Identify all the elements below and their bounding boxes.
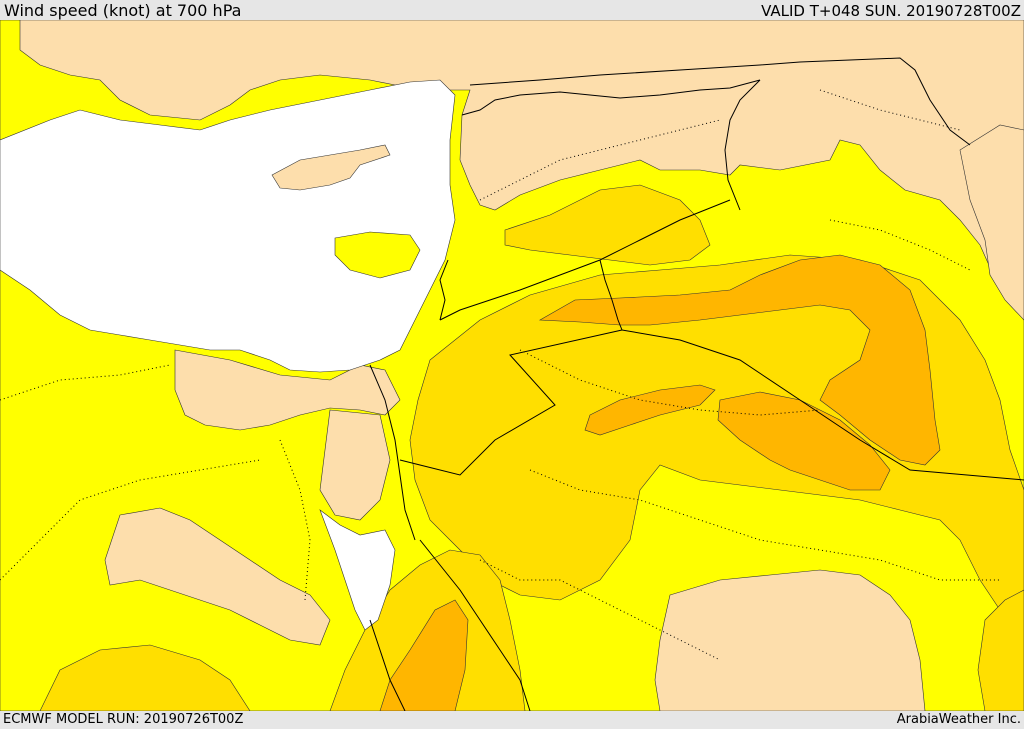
calm-area-sinai — [319, 409, 391, 521]
weather-map — [0, 20, 1024, 711]
calm-area-saudi-south — [654, 569, 926, 711]
top-bar: Wind speed (knot) at 700 hPa VALID T+048… — [0, 0, 1024, 20]
wind-band-orange-east — [717, 391, 891, 491]
model-run: ECMWF MODEL RUN: 20190726T00Z — [3, 712, 244, 727]
map-title: Wind speed (knot) at 700 hPa — [4, 1, 242, 20]
calm-area-iran — [959, 124, 1024, 321]
bottom-bar: ECMWF MODEL RUN: 20190726T00Z ArabiaWeat… — [0, 711, 1024, 729]
valid-time: VALID T+048 SUN. 20190728T00Z — [761, 2, 1021, 20]
wind-band-gold-west — [39, 644, 251, 711]
calm-area-egypt-north — [174, 349, 401, 431]
calm-area-egypt-west — [104, 507, 331, 646]
wind-band-gold-north — [504, 184, 711, 266]
wind-band-orange-north — [538, 254, 941, 466]
wind-patch-sea — [334, 231, 421, 279]
island-cyprus — [271, 144, 391, 191]
province-borders — [0, 89, 1000, 661]
wind-band-orange-center — [584, 384, 716, 436]
calm-area-turkey — [19, 20, 1024, 321]
credit: ArabiaWeather Inc. — [896, 712, 1021, 727]
country-borders — [369, 57, 1024, 711]
sea-red-sea-gulf — [319, 509, 396, 631]
wind-band-gold-east — [977, 589, 1024, 711]
wind-band-orange-south — [379, 599, 469, 711]
